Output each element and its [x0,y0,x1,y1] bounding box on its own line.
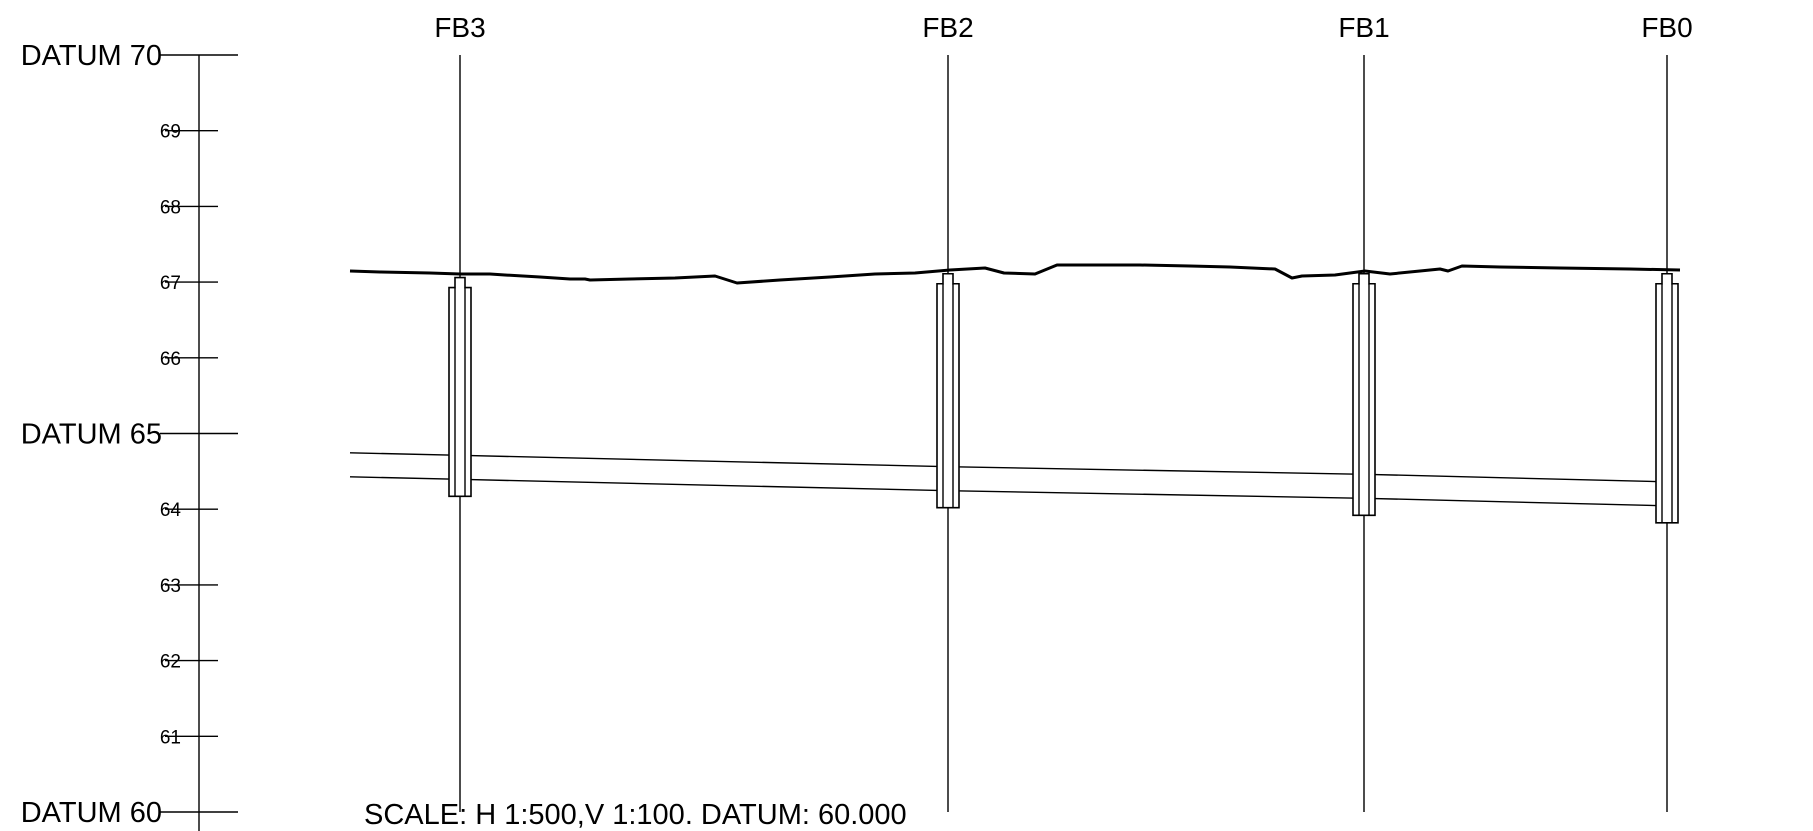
level-tick-label: 63 [160,576,181,597]
manhole-label: FB3 [434,12,485,43]
manhole-label: FB0 [1641,12,1692,43]
datum-labels: DATUM 70 DATUM 65 DATUM 60 [21,40,238,829]
pipe-profile [349,452,1668,507]
level-tick-label: 68 [160,197,181,218]
manholes: FB3 FB2 FB1 FB0 [434,12,1693,812]
datum-label: DATUM 65 [21,419,162,451]
level-tick-label: 66 [160,349,181,370]
scale-note: SCALE: H 1:500,V 1:100. DATUM: 60.000 [364,799,907,831]
ground-surface-line [349,263,1681,285]
level-tick-label: 69 [160,122,181,143]
pipe-crown-line [349,452,1668,483]
datum-label: DATUM 60 [21,797,162,829]
level-tick-label: 61 [160,727,181,748]
level-tick-label: 62 [160,652,181,673]
pipe-invert-line [349,476,1668,507]
datum-label: DATUM 70 [21,40,162,72]
manhole-label: FB1 [1338,12,1389,43]
manhole-chamber [1655,272,1679,524]
manhole-chamber [448,276,472,498]
manhole-label: FB2 [922,12,973,43]
manhole-chamber [936,272,960,509]
manhole-chamber [1352,272,1376,517]
level-ticks: 69 68 67 66 64 63 62 61 [160,122,218,748]
level-tick-label: 64 [160,500,182,521]
level-tick-label: 67 [160,273,181,294]
